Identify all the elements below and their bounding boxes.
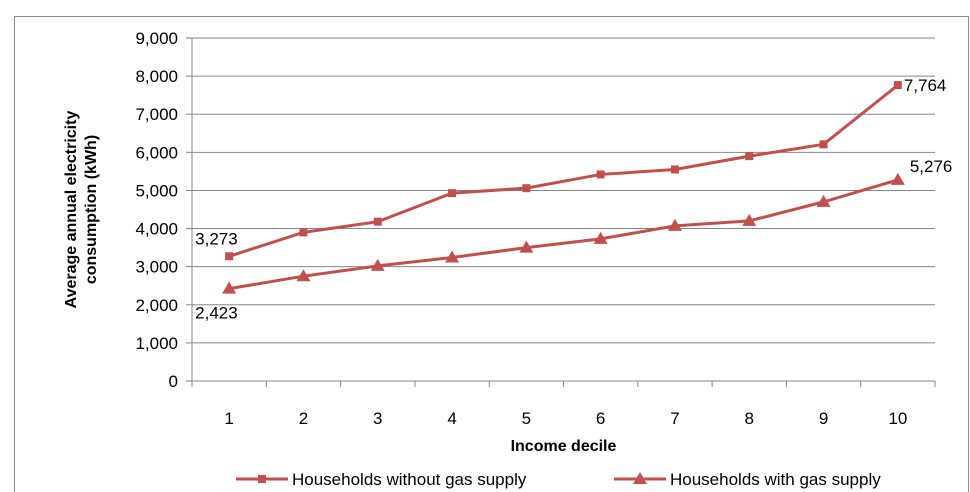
y-axis-title: Average annual electricity consumption (k… [63,111,100,309]
axes [186,37,936,387]
data-label: 2,423 [195,304,238,323]
square-marker [448,189,457,198]
square-marker [893,81,902,90]
legend: Households without gas supply Households … [236,470,881,489]
y-tick-label: 7,000 [135,105,178,124]
y-tick-label: 5,000 [135,181,178,200]
x-tick-label: 4 [447,409,456,428]
y-axis-title-line: Average annual electricity [63,111,80,309]
y-tick-label: 0 [169,372,178,391]
triangle-marker [445,250,460,263]
x-tick-label: 7 [670,409,679,428]
x-tick-label: 8 [745,409,754,428]
square-marker [225,252,234,261]
square-marker [819,140,828,149]
y-axis-title-line: consumption (kWh) [83,135,100,284]
x-axis-title: Income decile [511,438,617,455]
x-tick-label: 6 [596,409,605,428]
series-group [222,81,905,294]
square-marker [373,217,382,226]
triangle-marker [633,472,647,484]
y-tick-label: 8,000 [135,67,178,86]
x-tick-labels: 1 2 3 4 5 6 7 8 9 10 [224,409,907,428]
data-label: 5,276 [910,157,953,176]
square-marker [258,475,266,483]
x-tick-label: 2 [299,409,308,428]
x-tick-label: 10 [888,409,907,428]
chart-frame [14,16,969,492]
y-tick-label: 6,000 [135,143,178,162]
triangle-marker [370,258,385,271]
data-label: 3,273 [195,229,238,248]
y-tick-label: 2,000 [135,296,178,315]
triangle-marker [742,213,757,226]
square-marker [745,152,754,161]
series-line [228,83,899,258]
y-tick-label: 3,000 [135,258,178,277]
x-tick-label: 3 [373,409,382,428]
triangle-marker [593,231,608,244]
data-label: 7,764 [904,76,947,95]
square-marker [299,228,308,237]
y-tick-label: 1,000 [135,334,178,353]
gridlines [192,37,935,344]
y-tick-label: 9,000 [135,29,178,48]
triangle-marker [667,218,682,231]
x-tick-label: 5 [522,409,531,428]
triangle-marker [890,172,905,185]
legend-label: Households with gas supply [670,470,881,489]
square-marker [596,170,605,179]
x-tick-label: 9 [819,409,828,428]
legend-label: Households without gas supply [292,470,527,489]
square-marker [522,184,531,193]
y-tick-labels: 0 1,000 2,000 3,000 4,000 5,000 6,000 7,000 8,00… [135,29,178,391]
square-marker [670,165,679,174]
triangle-marker [296,269,311,282]
x-tick-label: 1 [224,409,233,428]
y-tick-label: 4,000 [135,220,178,239]
series-line [228,178,899,291]
triangle-marker [222,281,237,294]
triangle-marker [816,194,831,207]
data-labels: 3,273 7,764 2,423 5,276 [195,76,952,323]
triangle-marker [519,240,534,253]
